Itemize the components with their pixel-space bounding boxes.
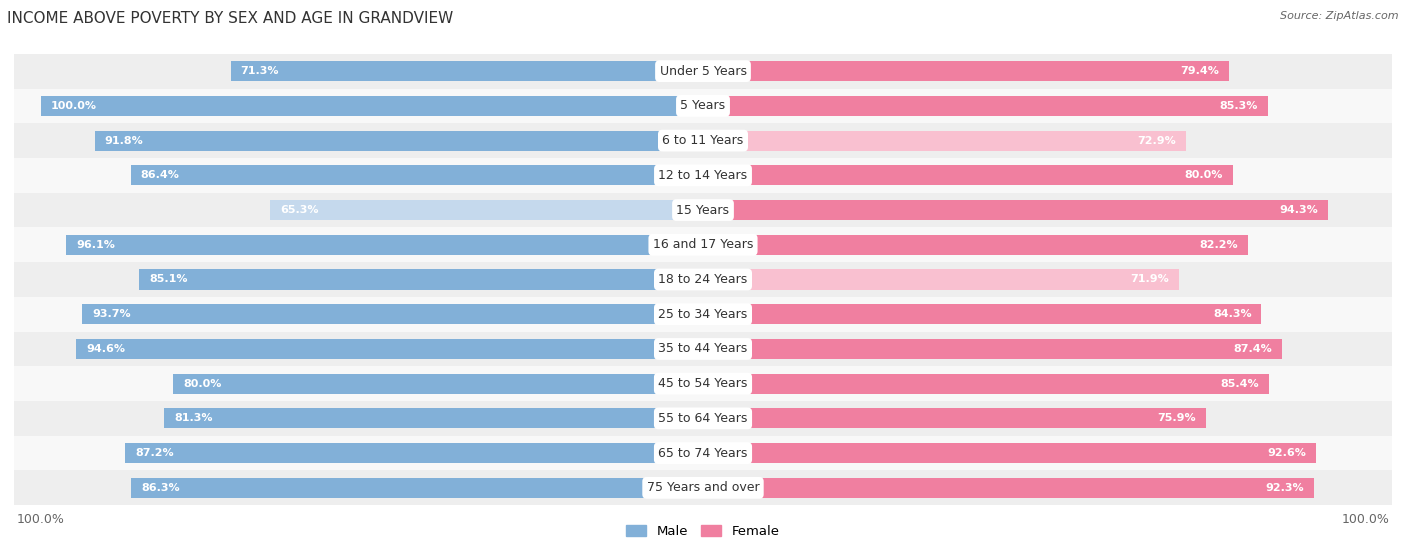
Bar (0, 123, 1406, 158)
Bar (703, 304, 1261, 324)
Text: 81.3%: 81.3% (174, 414, 212, 423)
Text: 96.1%: 96.1% (76, 240, 115, 250)
Bar (0, 331, 1406, 366)
Text: 75.9%: 75.9% (1157, 414, 1197, 423)
Text: 12 to 14 Years: 12 to 14 Years (658, 169, 748, 182)
Text: 45 to 54 Years: 45 to 54 Years (658, 377, 748, 390)
Bar (0, 228, 1406, 262)
Bar (703, 61, 1229, 81)
Text: INCOME ABOVE POVERTY BY SEX AND AGE IN GRANDVIEW: INCOME ABOVE POVERTY BY SEX AND AGE IN G… (7, 11, 453, 26)
Bar (703, 96, 1268, 116)
Text: 85.3%: 85.3% (1220, 101, 1258, 111)
Bar (703, 373, 1268, 394)
Text: 72.9%: 72.9% (1137, 136, 1175, 145)
Text: 91.8%: 91.8% (105, 136, 143, 145)
Text: 79.4%: 79.4% (1180, 66, 1219, 76)
Text: 86.4%: 86.4% (141, 170, 180, 181)
Bar (0, 471, 1406, 505)
Bar (94, 131, 703, 151)
Bar (165, 408, 703, 428)
Text: 85.1%: 85.1% (149, 274, 187, 285)
Bar (0, 88, 1406, 123)
Bar (139, 269, 703, 290)
Text: 92.3%: 92.3% (1265, 483, 1305, 493)
Text: 25 to 34 Years: 25 to 34 Years (658, 307, 748, 321)
Text: 94.3%: 94.3% (1279, 205, 1317, 215)
Bar (131, 165, 703, 186)
Bar (76, 339, 703, 359)
Bar (270, 200, 703, 220)
Text: 85.4%: 85.4% (1220, 378, 1258, 389)
Bar (703, 478, 1315, 498)
Bar (0, 366, 1406, 401)
Legend: Male, Female: Male, Female (621, 519, 785, 543)
Text: 18 to 24 Years: 18 to 24 Years (658, 273, 748, 286)
Bar (0, 262, 1406, 297)
Bar (0, 54, 1406, 88)
Text: 80.0%: 80.0% (183, 378, 221, 389)
Bar (703, 165, 1233, 186)
Bar (41, 96, 703, 116)
Text: 84.3%: 84.3% (1213, 309, 1251, 319)
Bar (66, 235, 703, 255)
Text: 71.9%: 71.9% (1130, 274, 1170, 285)
Text: 94.6%: 94.6% (86, 344, 125, 354)
Bar (83, 304, 703, 324)
Bar (125, 443, 703, 463)
Bar (0, 436, 1406, 471)
Bar (0, 158, 1406, 193)
Text: 87.2%: 87.2% (135, 448, 174, 458)
Bar (703, 408, 1206, 428)
Text: 71.3%: 71.3% (240, 66, 280, 76)
Text: 92.6%: 92.6% (1268, 448, 1306, 458)
Text: 16 and 17 Years: 16 and 17 Years (652, 238, 754, 252)
Bar (703, 200, 1327, 220)
Text: 82.2%: 82.2% (1199, 240, 1237, 250)
Text: Source: ZipAtlas.com: Source: ZipAtlas.com (1281, 11, 1399, 21)
Bar (0, 193, 1406, 228)
Bar (173, 373, 703, 394)
Text: 55 to 64 Years: 55 to 64 Years (658, 412, 748, 425)
Text: 65 to 74 Years: 65 to 74 Years (658, 447, 748, 459)
Bar (131, 478, 703, 498)
Bar (0, 401, 1406, 436)
Text: 80.0%: 80.0% (1185, 170, 1223, 181)
Text: 87.4%: 87.4% (1233, 344, 1272, 354)
Bar (231, 61, 703, 81)
Bar (0, 297, 1406, 331)
Text: Under 5 Years: Under 5 Years (659, 65, 747, 78)
Bar (703, 269, 1180, 290)
Text: 75 Years and over: 75 Years and over (647, 481, 759, 494)
Text: 35 to 44 Years: 35 to 44 Years (658, 343, 748, 356)
Bar (703, 235, 1247, 255)
Text: 5 Years: 5 Years (681, 100, 725, 112)
Text: 86.3%: 86.3% (141, 483, 180, 493)
Text: 93.7%: 93.7% (93, 309, 131, 319)
Bar (703, 131, 1185, 151)
Text: 100.0%: 100.0% (51, 101, 97, 111)
Text: 15 Years: 15 Years (676, 203, 730, 216)
Text: 6 to 11 Years: 6 to 11 Years (662, 134, 744, 147)
Bar (703, 443, 1316, 463)
Text: 65.3%: 65.3% (280, 205, 319, 215)
Bar (703, 339, 1282, 359)
